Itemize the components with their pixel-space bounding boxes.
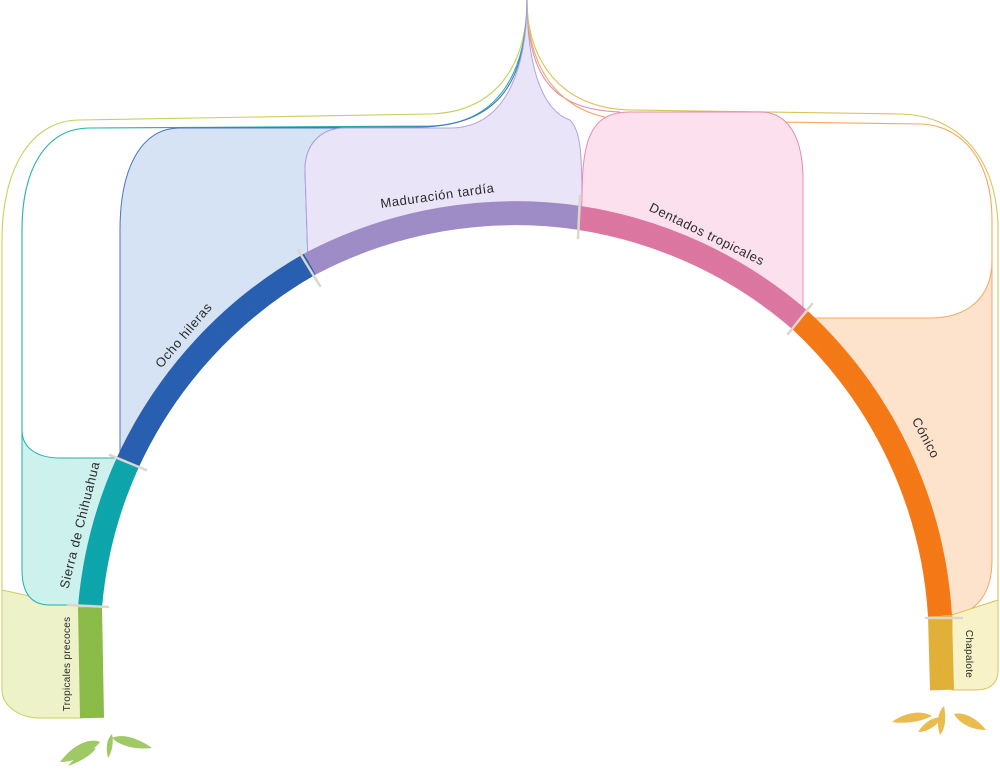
flow-line-ocho-hileras xyxy=(179,0,528,129)
separator xyxy=(66,603,110,609)
separator xyxy=(108,453,148,472)
band-tropicales-precoces xyxy=(78,606,104,719)
separator xyxy=(576,194,582,240)
band-ocho-hileras xyxy=(117,253,316,468)
region-chapalote xyxy=(951,599,999,691)
separator xyxy=(296,248,322,288)
leaf-icon-left xyxy=(60,734,152,766)
band-maduracion-tardia xyxy=(304,201,582,275)
flow-line-sierra-de-chihuahua xyxy=(21,0,528,440)
arch-bands xyxy=(78,201,954,719)
leaf-icon-right xyxy=(892,706,986,735)
band-conico xyxy=(791,311,952,617)
separator xyxy=(786,302,814,336)
label-chapalote: Chapalote xyxy=(963,630,974,678)
band-chapalote xyxy=(928,615,954,691)
band-sierra-de-chihuahua xyxy=(78,457,139,609)
band-separators xyxy=(66,194,964,620)
region-tropicales-precoces xyxy=(1,589,83,719)
label-tropicales-precoces: Tropicales precoces xyxy=(62,617,73,712)
flow-line-tropicales-precoces xyxy=(1,0,528,590)
band-dentados-tropicales xyxy=(578,206,808,330)
flow-line-chapalote xyxy=(526,0,999,600)
